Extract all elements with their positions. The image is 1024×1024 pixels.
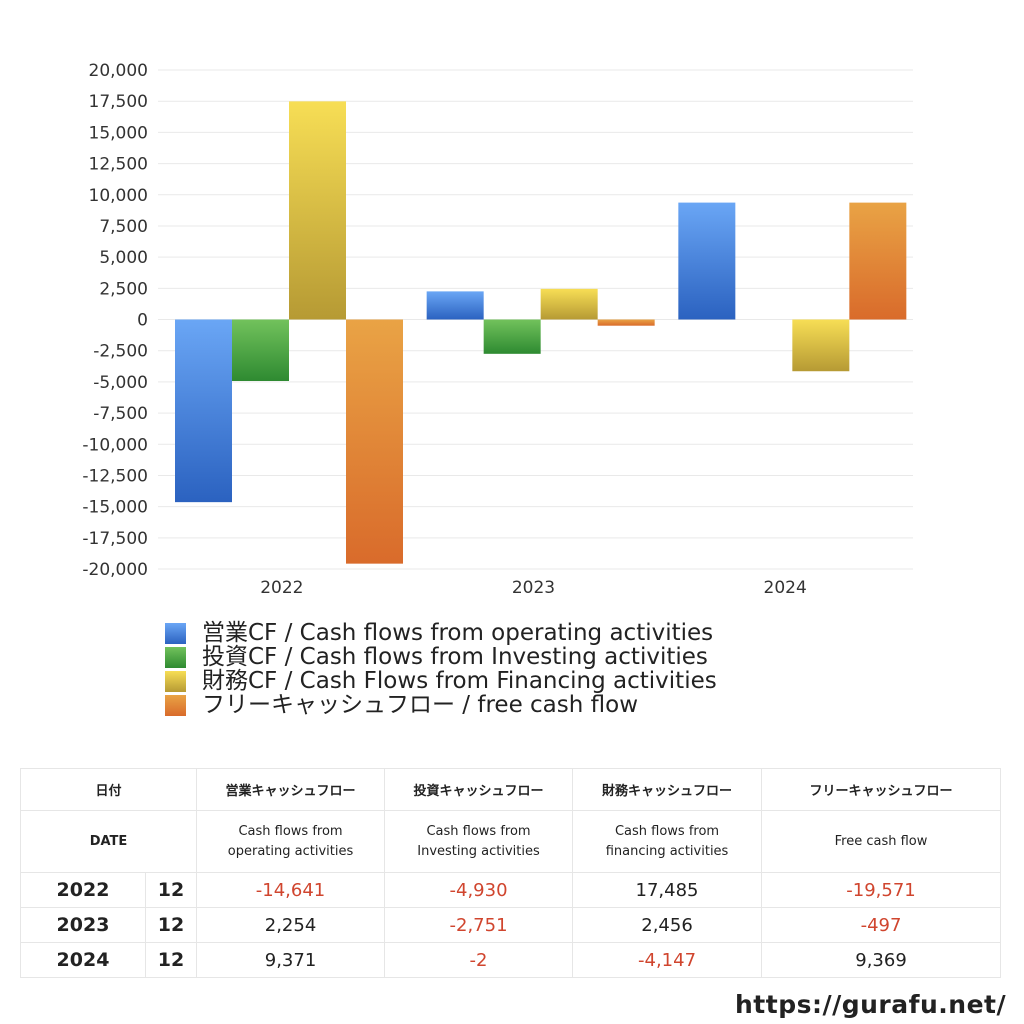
x-tick-label: 2022 bbox=[260, 578, 303, 598]
header-financing-jp: 財務キャッシュフロー bbox=[572, 768, 763, 811]
cell-financing: 17,485 bbox=[572, 872, 763, 908]
bar-free-cash-flow bbox=[346, 319, 403, 564]
header-date-jp: 日付 bbox=[19, 768, 198, 811]
cell-operating: 9,371 bbox=[196, 942, 386, 978]
header-operating-en: Cash flows from operating activities bbox=[196, 810, 386, 873]
y-tick-label: -2,500 bbox=[93, 342, 148, 362]
y-tick-label: 5,000 bbox=[99, 248, 148, 268]
row-month: 12 bbox=[144, 907, 198, 943]
bar-operating bbox=[175, 319, 232, 503]
y-tick-label: 20,000 bbox=[89, 61, 148, 81]
y-tick-label: -10,000 bbox=[82, 435, 148, 455]
y-tick-label: 7,500 bbox=[99, 217, 148, 237]
cash-flow-table: 日付 営業キャッシュフロー 投資キャッシュフロー 財務キャッシュフロー フリーキ… bbox=[19, 768, 1002, 978]
y-tick-label: -12,500 bbox=[82, 466, 148, 486]
row-year: 2024 bbox=[20, 942, 146, 978]
x-tick-label: 2024 bbox=[764, 578, 807, 598]
legend-label-operating: 営業CF / Cash flows from operating activit… bbox=[202, 620, 714, 646]
y-tick-label: 10,000 bbox=[89, 186, 148, 206]
y-tick-label: -7,500 bbox=[93, 404, 148, 424]
cell-free-cash-flow: 9,369 bbox=[761, 942, 1002, 978]
table-row: 2024 12 9,371 -2 -4,147 9,369 bbox=[20, 942, 1002, 978]
header-date-en: DATE bbox=[19, 810, 198, 873]
cell-investing: -2,751 bbox=[384, 907, 574, 943]
cell-operating: -14,641 bbox=[196, 872, 386, 908]
table-row: 2022 12 -14,641 -4,930 17,485 -19,571 bbox=[20, 872, 1002, 908]
legend-item-operating: 営業CF / Cash flows from operating activit… bbox=[165, 621, 717, 645]
header-operating-jp: 営業キャッシュフロー bbox=[196, 768, 386, 811]
header-investing-jp: 投資キャッシュフロー bbox=[384, 768, 574, 811]
site-url[interactable]: https://gurafu.net/ bbox=[735, 990, 1007, 1019]
y-tick-label: 0 bbox=[137, 311, 148, 331]
cell-free-cash-flow: -19,571 bbox=[761, 872, 1002, 908]
bar-free-cash-flow bbox=[597, 319, 655, 326]
row-year: 2022 bbox=[20, 872, 146, 908]
bar-financing bbox=[792, 319, 850, 372]
x-tick-label: 2023 bbox=[512, 578, 555, 598]
table-row: 2023 12 2,254 -2,751 2,456 -497 bbox=[20, 907, 1002, 943]
bar-investing bbox=[232, 319, 289, 382]
legend-swatch-free-cash-flow bbox=[165, 694, 186, 716]
y-tick-label: -20,000 bbox=[82, 560, 148, 580]
header-investing-en: Cash flows from Investing activities bbox=[384, 810, 574, 873]
bar-investing bbox=[483, 319, 541, 354]
bar-free-cash-flow bbox=[849, 202, 907, 320]
cell-financing: 2,456 bbox=[572, 907, 763, 943]
y-tick-label: -5,000 bbox=[93, 373, 148, 393]
row-month: 12 bbox=[144, 872, 198, 908]
cell-investing: -2 bbox=[384, 942, 574, 978]
bar-financing bbox=[540, 288, 598, 320]
cash-flow-bar-chart: 20,000 17,500 15,000 12,500 10,000 7,500 5,000… bbox=[82, 61, 913, 598]
legend-swatch-investing bbox=[165, 646, 186, 668]
header-free-cash-flow-en: Free cash flow bbox=[761, 810, 1002, 873]
y-tick-label: 15,000 bbox=[89, 123, 148, 143]
legend-label-financing: 財務CF / Cash Flows from Financing activit… bbox=[202, 668, 717, 694]
legend-swatch-financing bbox=[165, 670, 186, 692]
table-header-jp: 日付 営業キャッシュフロー 投資キャッシュフロー 財務キャッシュフロー フリーキ… bbox=[19, 768, 1002, 811]
legend-item-financing: 財務CF / Cash Flows from Financing activit… bbox=[165, 669, 717, 693]
legend-item-free-cash-flow: フリーキャッシュフロー / free cash flow bbox=[165, 693, 717, 717]
bar-financing bbox=[289, 101, 346, 320]
y-tick-label: -15,000 bbox=[82, 498, 148, 518]
legend-swatch-operating bbox=[165, 622, 186, 644]
cell-financing: -4,147 bbox=[572, 942, 763, 978]
legend-label-investing: 投資CF / Cash flows from Investing activit… bbox=[202, 644, 708, 670]
y-tick-label: -17,500 bbox=[82, 529, 148, 549]
chart-legend: 営業CF / Cash flows from operating activit… bbox=[165, 621, 717, 717]
y-tick-label: 2,500 bbox=[99, 279, 148, 299]
row-year: 2023 bbox=[20, 907, 146, 943]
legend-label-free-cash-flow: フリーキャッシュフロー / free cash flow bbox=[202, 692, 639, 718]
bar-operating bbox=[678, 202, 736, 320]
header-financing-en: Cash flows from financing activities bbox=[572, 810, 763, 873]
table-header-en: DATE Cash flows from operating activities… bbox=[19, 810, 1002, 873]
row-month: 12 bbox=[144, 942, 198, 978]
bar-operating bbox=[426, 291, 484, 320]
cell-operating: 2,254 bbox=[196, 907, 386, 943]
y-tick-label: 17,500 bbox=[89, 92, 148, 112]
cell-free-cash-flow: -497 bbox=[761, 907, 1002, 943]
y-tick-label: 12,500 bbox=[89, 155, 148, 175]
legend-item-investing: 投資CF / Cash flows from Investing activit… bbox=[165, 645, 717, 669]
cell-investing: -4,930 bbox=[384, 872, 574, 908]
header-free-cash-flow-jp: フリーキャッシュフロー bbox=[761, 768, 1002, 811]
